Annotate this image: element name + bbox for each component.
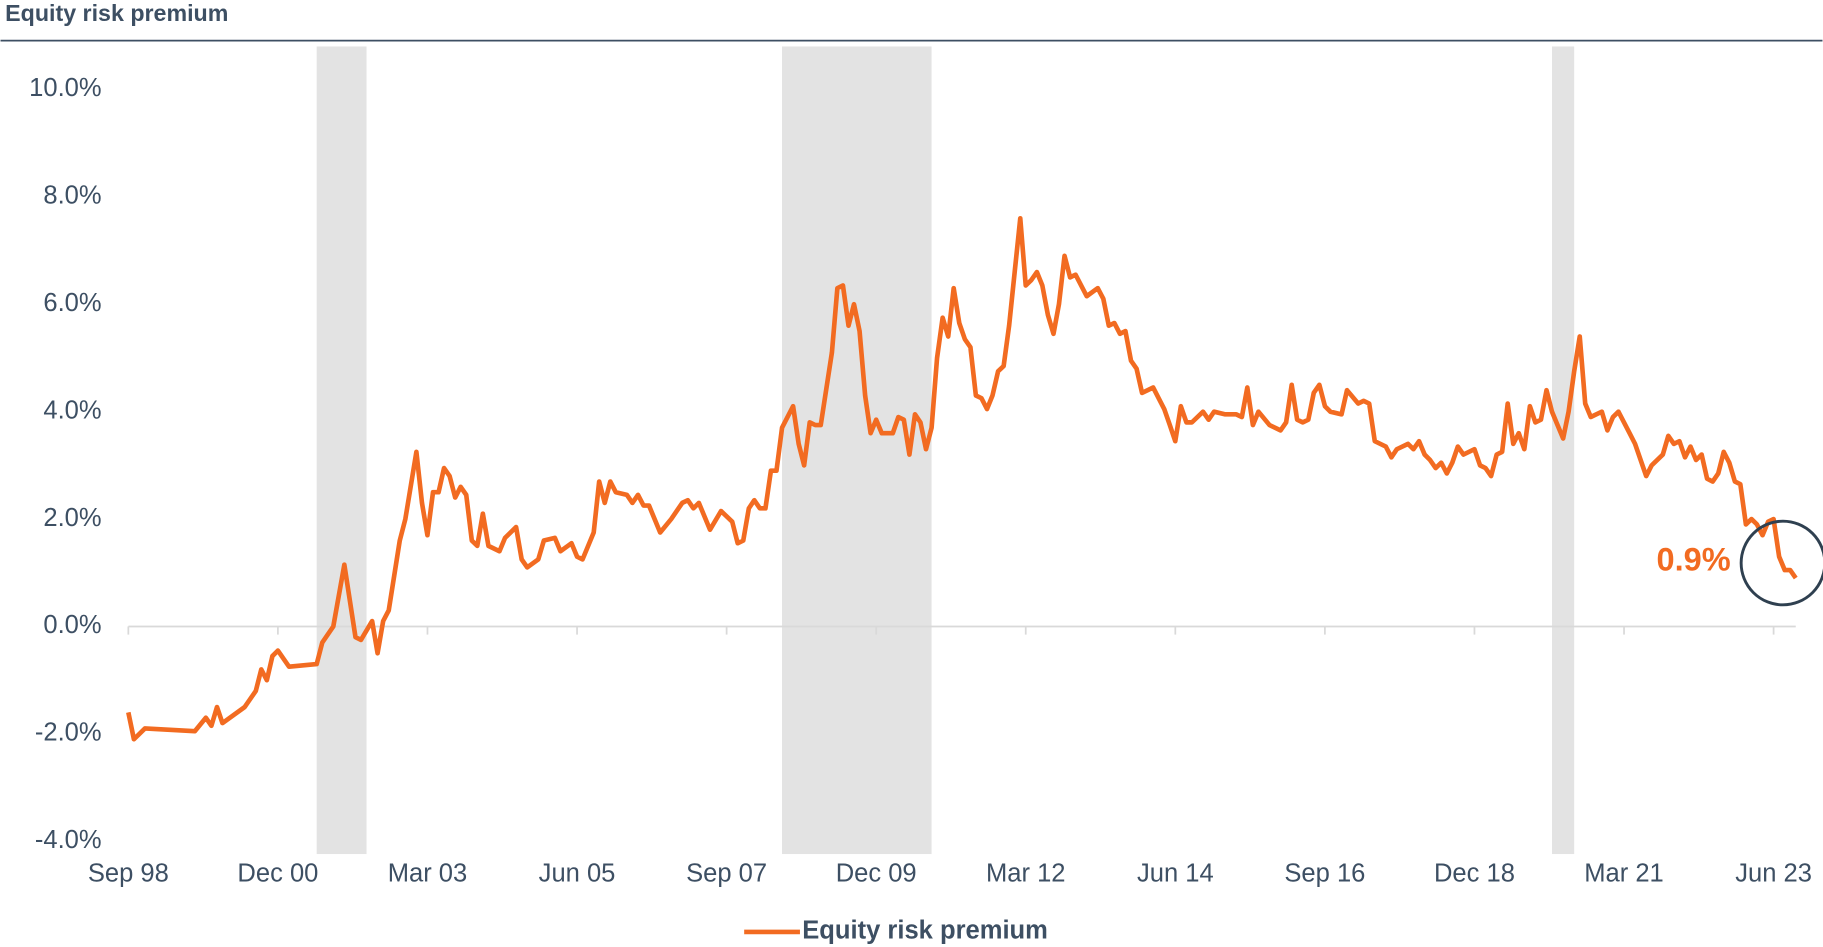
x-tick-label: Dec 00 (237, 860, 318, 888)
y-tick-label: -2.0% (35, 719, 102, 747)
x-tick-label: Sep 07 (686, 860, 767, 888)
y-tick-label: -4.0% (35, 826, 102, 854)
x-tick-label: Mar 12 (986, 860, 1066, 888)
legend-label: Equity risk premium (802, 917, 1048, 945)
y-tick-label: 4.0% (43, 396, 101, 424)
x-tick-label: Dec 09 (836, 860, 917, 888)
x-tick-label: Mar 21 (1584, 860, 1664, 888)
x-tick-label: Sep 16 (1284, 860, 1365, 888)
x-tick-label: Sep 98 (88, 860, 169, 888)
y-tick-label: 8.0% (43, 182, 101, 210)
y-tick-label: 2.0% (43, 504, 101, 532)
y-tick-label: 6.0% (43, 289, 101, 317)
y-tick-label: 0.0% (43, 611, 101, 639)
x-tick-label: Jun 23 (1735, 860, 1812, 888)
chart-title: Equity risk premium (5, 0, 228, 26)
x-tick-label: Dec 18 (1434, 860, 1515, 888)
y-tick-label: 10.0% (29, 74, 101, 102)
x-tick-label: Jun 05 (539, 860, 616, 888)
highlight-circle (1739, 519, 1823, 607)
x-tick-label: Mar 03 (388, 860, 468, 888)
recession-band (1552, 46, 1575, 855)
recession-band (316, 46, 367, 855)
annotation: 0.9% (1657, 541, 1731, 577)
x-tick-label: Jun 14 (1137, 860, 1214, 888)
series-line (126, 216, 1798, 742)
